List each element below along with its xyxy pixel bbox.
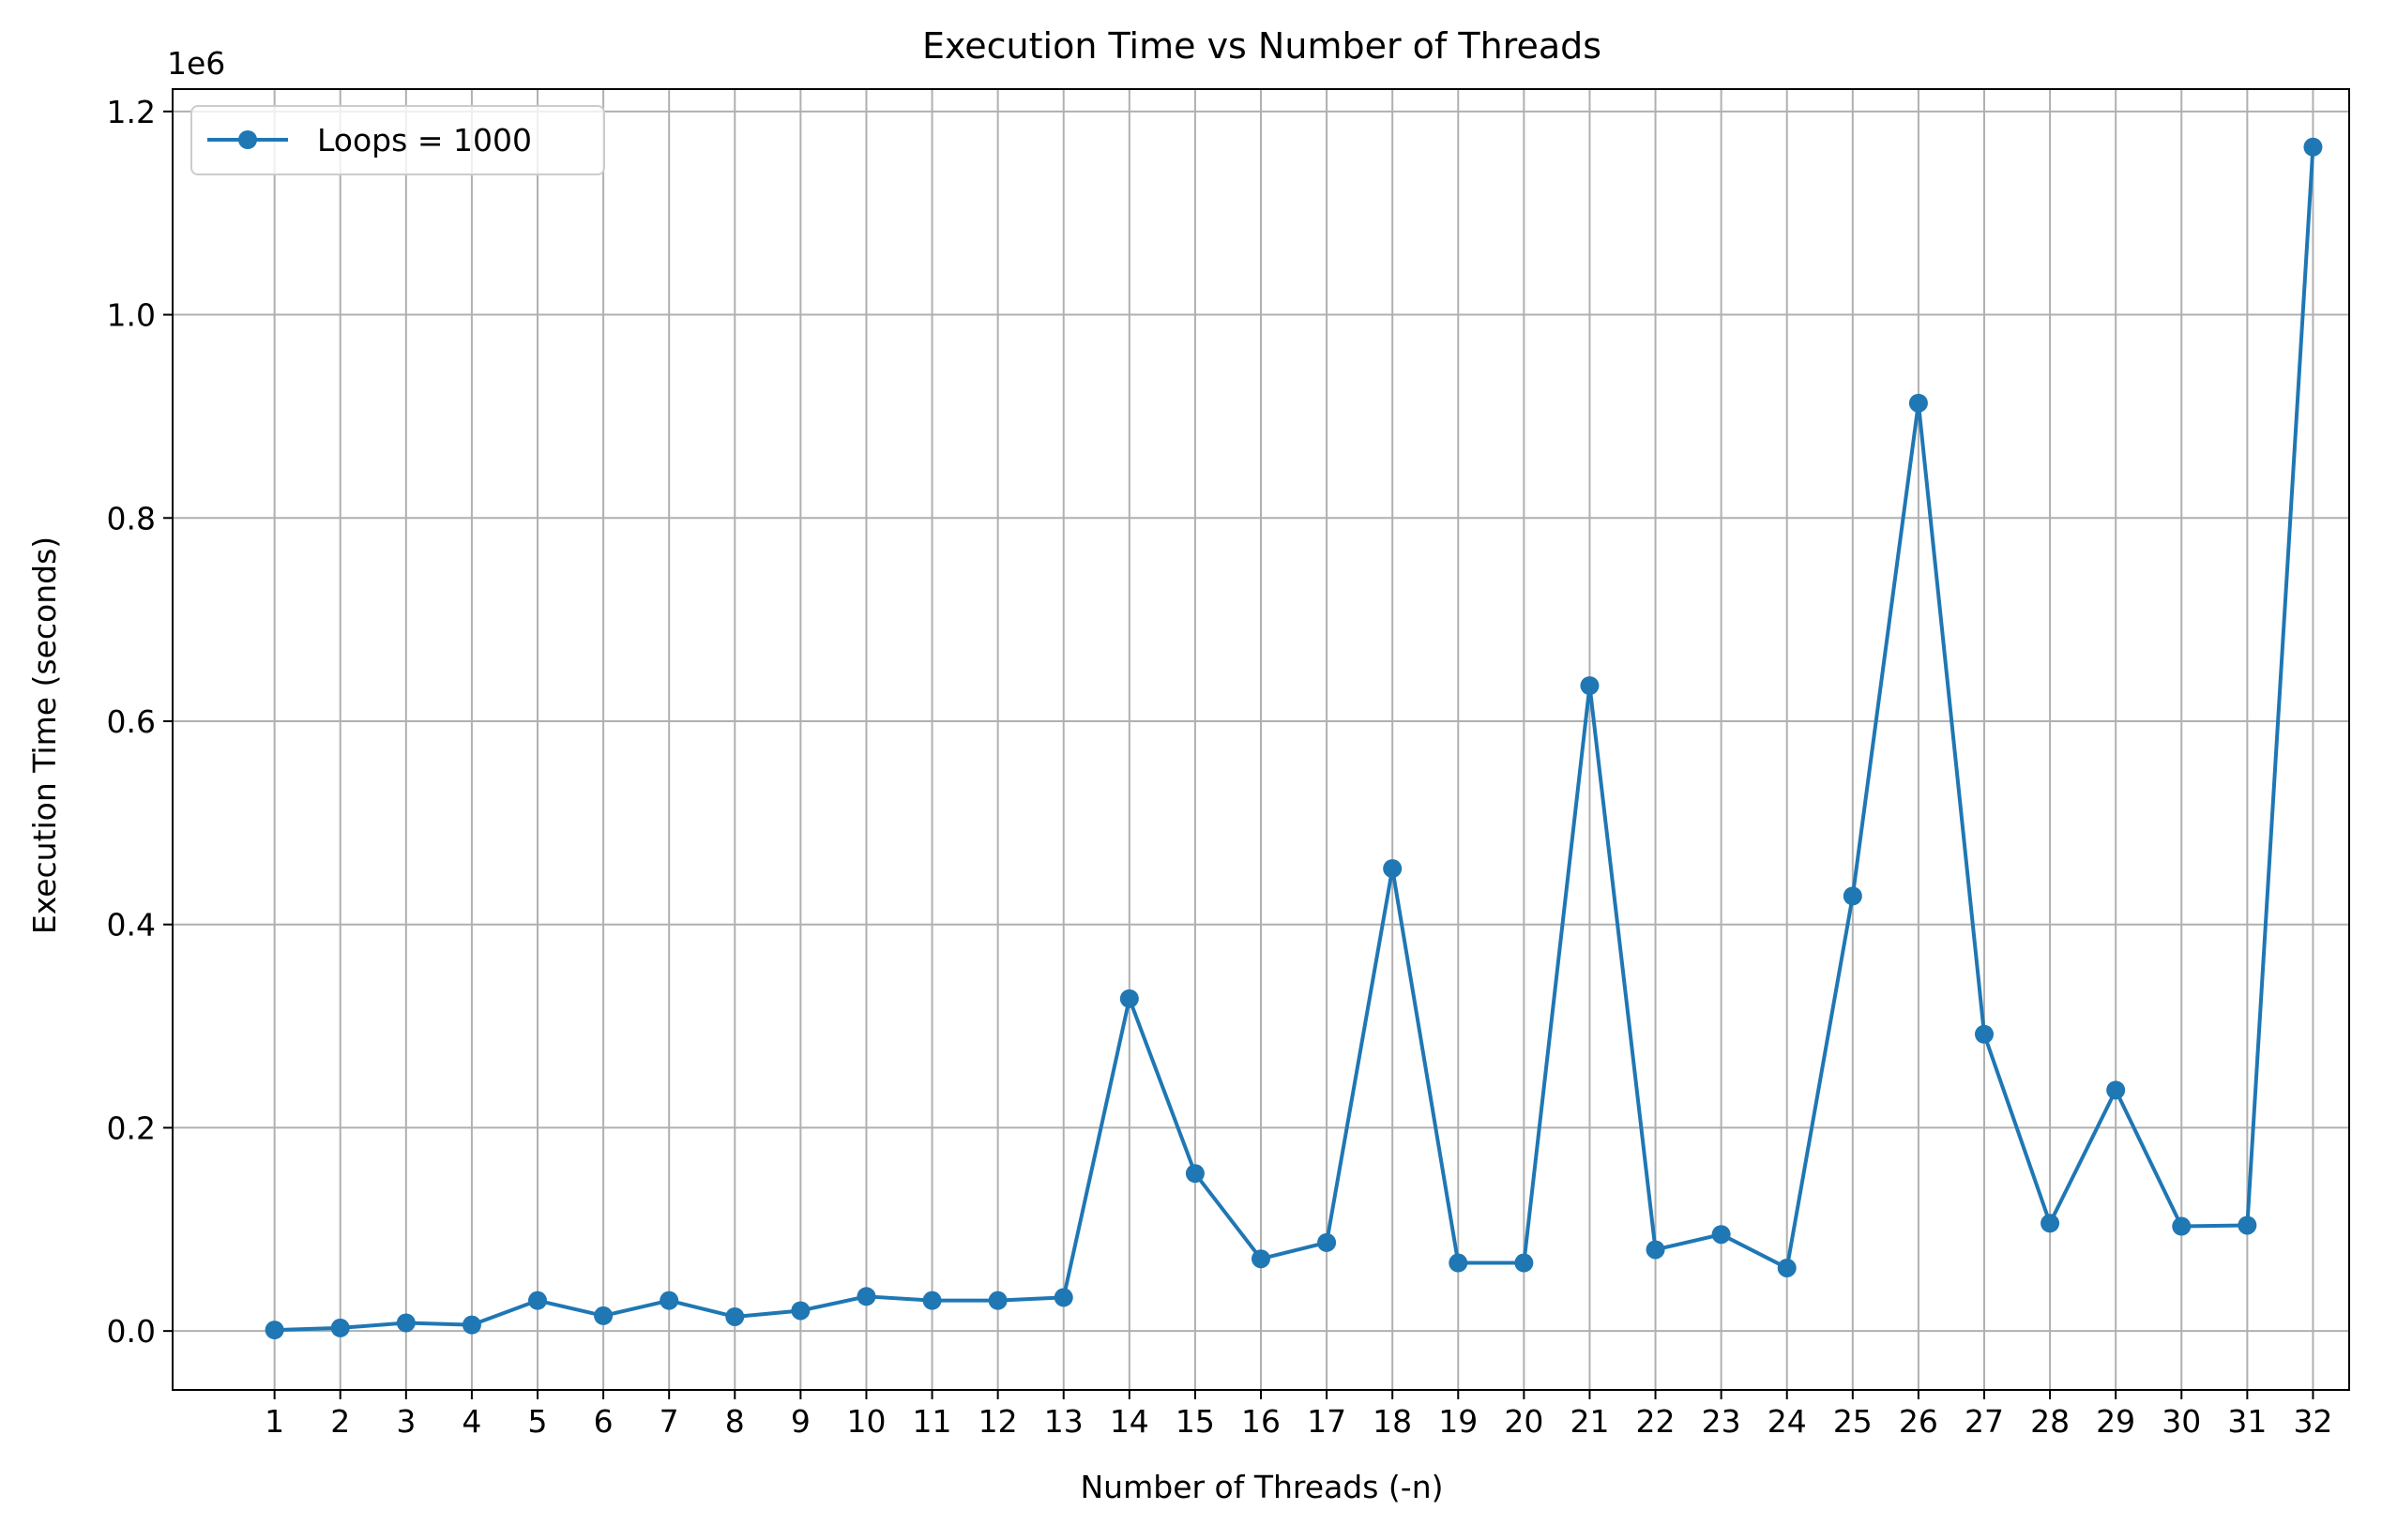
ticks: 1 2 3 4 5 6 7 8 9 10 11 12 13 14 15 16 17 18 19 20 21 22 23 24 2… xyxy=(107,94,2333,1440)
y-tick-label: 1.2 xyxy=(107,94,156,130)
x-tick-label: 5 xyxy=(528,1403,548,1440)
data-point xyxy=(1646,1240,1665,1260)
data-point xyxy=(2172,1216,2192,1236)
data-point xyxy=(1252,1249,1270,1269)
data-point xyxy=(1383,859,1403,879)
data-point xyxy=(2106,1080,2126,1100)
data-point xyxy=(1580,676,1600,696)
x-tick-label: 17 xyxy=(1307,1403,1346,1440)
data-point xyxy=(2041,1214,2060,1233)
x-tick-label: 10 xyxy=(846,1403,886,1440)
data-point xyxy=(330,1318,350,1337)
x-tick-label: 23 xyxy=(1702,1403,1741,1440)
data-point xyxy=(857,1287,876,1306)
data-point xyxy=(396,1313,416,1333)
x-tick-label: 29 xyxy=(2096,1403,2135,1440)
data-point xyxy=(1119,989,1139,1008)
y-tick-label: 0.8 xyxy=(107,500,156,536)
x-tick-label: 2 xyxy=(330,1403,350,1440)
x-tick-label: 25 xyxy=(1833,1403,1873,1440)
x-tick-label: 16 xyxy=(1241,1403,1281,1440)
data-point xyxy=(1317,1232,1337,1252)
data-point xyxy=(1843,886,1862,906)
x-tick-label: 13 xyxy=(1044,1403,1084,1440)
data-point xyxy=(1711,1225,1731,1245)
data-point xyxy=(660,1291,679,1310)
y-tick-label: 1.0 xyxy=(107,297,156,334)
legend-marker-swatch xyxy=(238,130,257,149)
data-point xyxy=(2238,1215,2257,1235)
data-point xyxy=(1974,1024,1994,1044)
x-tick-label: 7 xyxy=(660,1403,679,1440)
x-tick-label: 3 xyxy=(396,1403,416,1440)
x-tick-label: 24 xyxy=(1768,1403,1807,1440)
x-tick-label: 4 xyxy=(462,1403,481,1440)
x-tick-label: 22 xyxy=(1636,1403,1676,1440)
x-tick-label: 19 xyxy=(1438,1403,1478,1440)
legend: Loops = 1000 xyxy=(190,105,605,175)
data-point xyxy=(1514,1253,1534,1273)
grid xyxy=(173,89,2349,1390)
data-point xyxy=(265,1321,284,1340)
x-tick-label: 21 xyxy=(1570,1403,1609,1440)
legend-label: Loops = 1000 xyxy=(317,122,532,159)
y-axis-offset-label: 1e6 xyxy=(167,45,225,82)
x-tick-label: 31 xyxy=(2227,1403,2267,1440)
x-tick-label: 15 xyxy=(1176,1403,1215,1440)
data-point xyxy=(1185,1164,1205,1184)
x-tick-label: 12 xyxy=(979,1403,1018,1440)
x-tick-label: 6 xyxy=(594,1403,614,1440)
y-axis-label: Execution Time (seconds) xyxy=(26,536,63,934)
x-tick-label: 9 xyxy=(791,1403,811,1440)
series-layer xyxy=(265,137,2323,1340)
legend-frame xyxy=(190,105,605,175)
x-tick-label: 1 xyxy=(265,1403,284,1440)
x-tick-label: 18 xyxy=(1373,1403,1412,1440)
data-point xyxy=(791,1301,811,1321)
data-point xyxy=(1054,1288,1073,1307)
x-tick-label: 32 xyxy=(2293,1403,2332,1440)
data-point xyxy=(922,1291,942,1310)
data-point xyxy=(594,1306,614,1325)
chart-title: Execution Time vs Number of Threads xyxy=(922,25,1601,67)
x-tick-label: 26 xyxy=(1899,1403,1938,1440)
y-tick-label: 0.4 xyxy=(107,907,156,944)
data-point xyxy=(1777,1258,1797,1277)
x-tick-label: 27 xyxy=(1965,1403,2004,1440)
x-tick-label: 11 xyxy=(913,1403,952,1440)
series-line xyxy=(274,146,2315,1333)
x-tick-label: 20 xyxy=(1504,1403,1543,1440)
data-point xyxy=(1449,1253,1468,1273)
y-tick-label: 0.2 xyxy=(107,1110,156,1146)
y-tick-label: 0.0 xyxy=(107,1313,156,1350)
x-axis-label: Number of Threads (-n) xyxy=(1081,1469,1444,1505)
y-tick-label: 0.6 xyxy=(107,703,156,740)
x-tick-label: 28 xyxy=(2030,1403,2070,1440)
data-point xyxy=(988,1291,1008,1310)
data-point xyxy=(528,1291,548,1310)
x-tick-label: 8 xyxy=(725,1403,745,1440)
x-tick-label: 30 xyxy=(2162,1403,2201,1440)
x-tick-label: 14 xyxy=(1110,1403,1149,1440)
data-point xyxy=(1908,393,1928,413)
data-point xyxy=(725,1306,745,1326)
data-point xyxy=(462,1315,481,1335)
data-point xyxy=(2303,137,2323,157)
